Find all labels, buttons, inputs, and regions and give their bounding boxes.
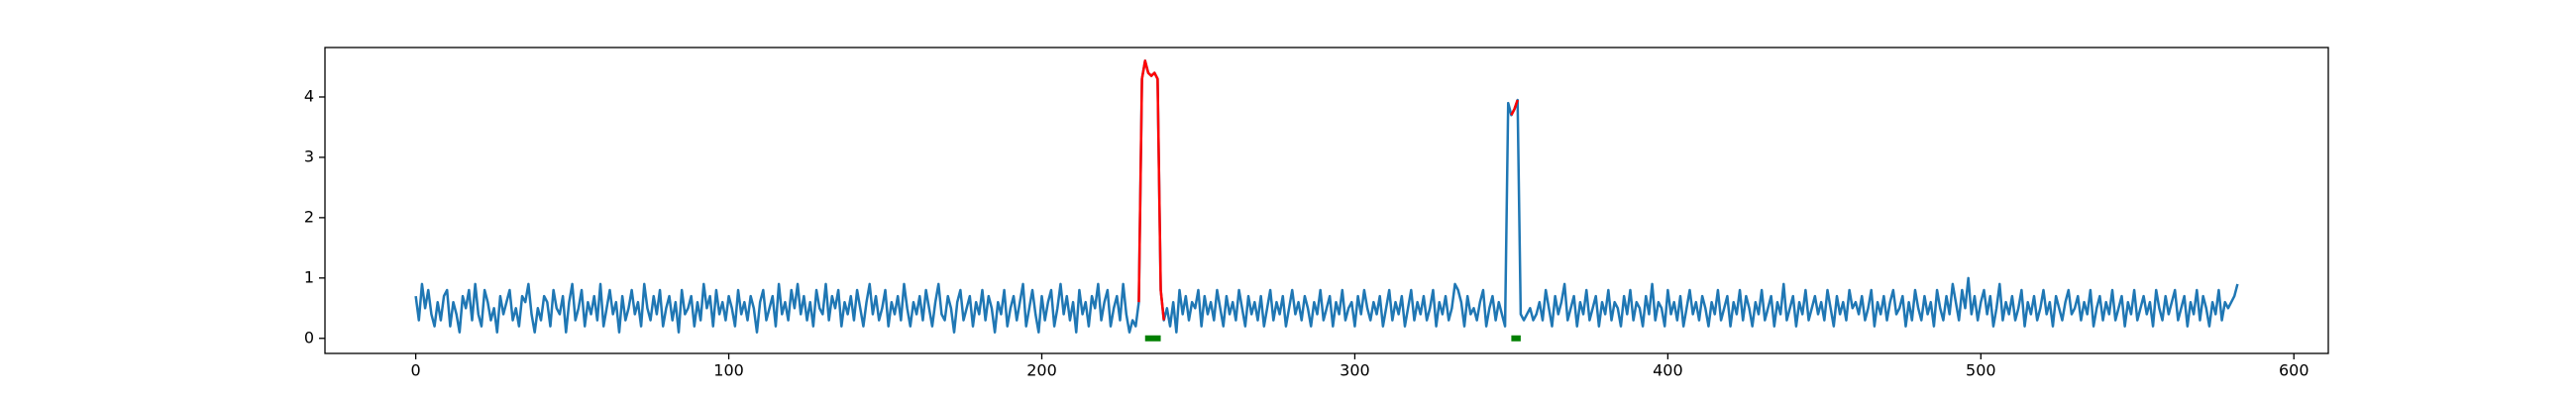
- y-tick-label: 1: [304, 267, 314, 286]
- x-tick-label: 600: [2279, 361, 2309, 380]
- x-tick-label: 0: [411, 361, 421, 380]
- x-tick-label: 200: [1026, 361, 1057, 380]
- x-tick-label: 300: [1340, 361, 1370, 380]
- x-tick-label: 500: [1966, 361, 1996, 380]
- y-tick-label: 0: [304, 328, 314, 346]
- y-tick-label: 3: [304, 147, 314, 165]
- y-tick-label: 2: [304, 207, 314, 226]
- y-tick-label: 4: [304, 86, 314, 105]
- series-line: [414, 59, 2239, 334]
- plot-frame: [324, 47, 2329, 354]
- x-tick-label: 400: [1653, 361, 1683, 380]
- series-line: [1137, 59, 1519, 321]
- x-tick-label: 100: [713, 361, 744, 380]
